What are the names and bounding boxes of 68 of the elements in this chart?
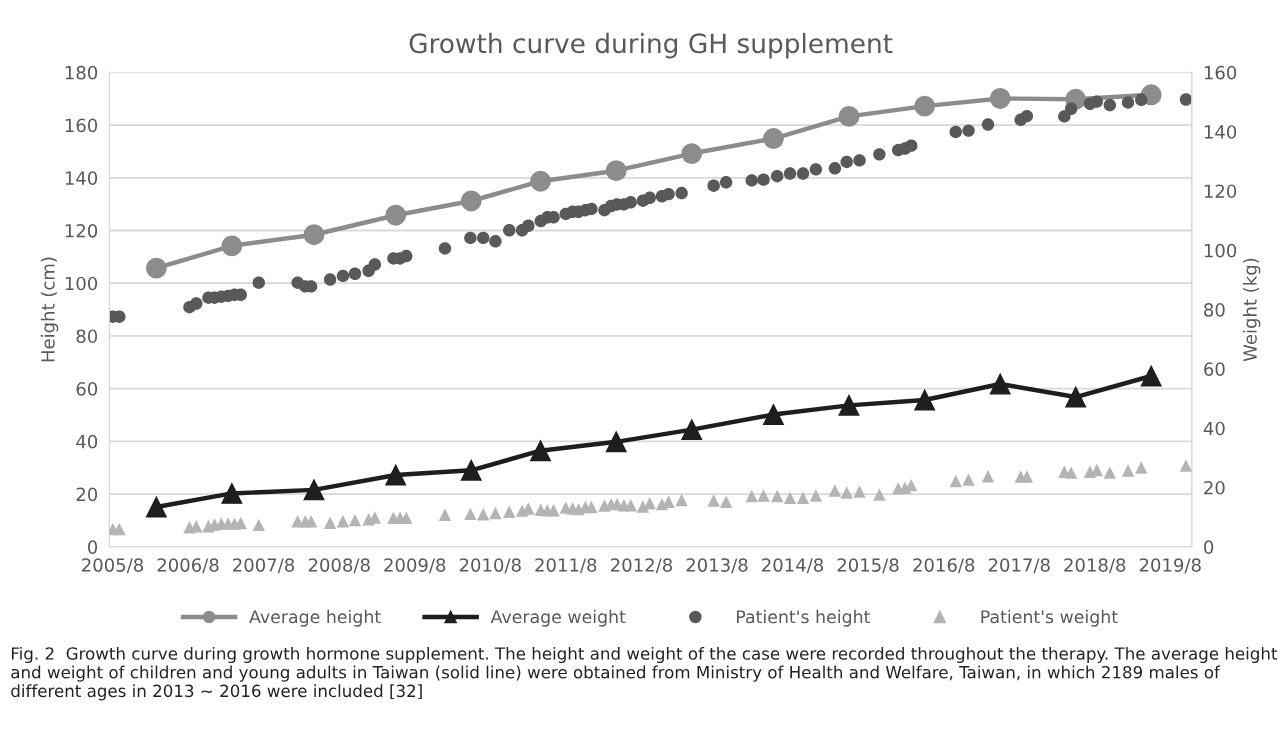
y-tick-label: 40 bbox=[76, 434, 98, 449]
point bbox=[303, 224, 325, 246]
x-tick-label: 2013/8 bbox=[686, 558, 748, 574]
x-tick-label: 2019/8 bbox=[1139, 558, 1201, 574]
x-tick-label: 2012/8 bbox=[611, 558, 672, 574]
legend-label: Patient's weight bbox=[981, 609, 1118, 627]
y-axis-title: Height (cm) bbox=[40, 257, 59, 362]
caption: Fig. 2 Growth curve during growth hormone supplement. The height and weight of the case were recorded throughout the therapy. The average height and weight of children and young adults in Taiwan (solid line) were obtained from Ministry of Health and Welfare, Taiwan, in which 2189 males of different ages in 2013 ~ 2016 were included [32] bbox=[11, 646, 1278, 701]
x-tick-label: 2010/8 bbox=[459, 558, 521, 574]
x-tick-label: 2007/8 bbox=[233, 558, 295, 574]
y2-tick-label: 100 bbox=[1204, 243, 1237, 258]
point bbox=[221, 482, 243, 504]
point bbox=[385, 464, 407, 486]
legend-label: Patient's height bbox=[736, 609, 870, 627]
point bbox=[1065, 386, 1087, 408]
y-tick-label: 20 bbox=[76, 487, 98, 502]
x-tick-label: 2014/8 bbox=[762, 558, 824, 574]
point bbox=[530, 170, 551, 192]
point bbox=[681, 419, 703, 441]
y2-tick-label: 60 bbox=[1204, 362, 1225, 376]
point bbox=[838, 105, 860, 127]
point bbox=[530, 440, 551, 462]
point bbox=[763, 128, 784, 149]
y2-tick-label: 0 bbox=[1204, 540, 1214, 554]
y-tick-label: 180 bbox=[65, 65, 98, 80]
y2-axis-title: Weight (kg) bbox=[1242, 258, 1261, 362]
legend-label: Average weight bbox=[490, 609, 626, 627]
point bbox=[681, 143, 703, 164]
y-tick-label: 0 bbox=[87, 540, 98, 554]
x-tick-label: 2009/8 bbox=[384, 558, 446, 574]
x-tick-label: 2015/8 bbox=[837, 558, 899, 574]
point bbox=[763, 404, 784, 425]
y2-tick-label: 20 bbox=[1204, 480, 1225, 495]
y-tick-label: 120 bbox=[65, 223, 98, 238]
x-tick-label: 2006/8 bbox=[157, 558, 219, 574]
point bbox=[838, 394, 860, 416]
point bbox=[605, 160, 627, 182]
point bbox=[145, 496, 167, 518]
point bbox=[605, 431, 627, 453]
legend-label: Average height bbox=[249, 609, 381, 627]
point bbox=[989, 88, 1011, 109]
y2-tick-label: 40 bbox=[1203, 421, 1225, 436]
x-tick-label: 2018/8 bbox=[1064, 558, 1126, 574]
y-tick-label: 140 bbox=[65, 171, 98, 185]
y-tick-label: 100 bbox=[65, 276, 98, 291]
y2-tick-label: 80 bbox=[1204, 303, 1225, 317]
y2-tick-label: 160 bbox=[1204, 65, 1237, 80]
point bbox=[303, 479, 325, 501]
point bbox=[221, 235, 243, 257]
point bbox=[460, 190, 482, 212]
chart-title: Growth curve during GH supplement bbox=[409, 32, 893, 59]
x-tick-label: 2011/8 bbox=[535, 558, 597, 574]
y2-tick-label: 140 bbox=[1204, 125, 1237, 139]
x-tick-label: 2017/8 bbox=[988, 558, 1050, 574]
point bbox=[145, 257, 167, 279]
point bbox=[460, 459, 482, 481]
point bbox=[914, 95, 936, 117]
y-tick-label: 160 bbox=[65, 118, 98, 133]
point bbox=[1140, 365, 1162, 387]
y2-tick-label: 120 bbox=[1204, 184, 1237, 199]
point bbox=[989, 373, 1011, 395]
x-tick-label: 2016/8 bbox=[913, 558, 975, 574]
point bbox=[385, 204, 407, 226]
point bbox=[914, 389, 936, 411]
y-tick-label: 60 bbox=[76, 382, 98, 396]
x-tick-label: 2008/8 bbox=[308, 558, 370, 574]
x-tick-label: 2005/8 bbox=[82, 558, 144, 574]
y-tick-label: 80 bbox=[76, 329, 98, 344]
